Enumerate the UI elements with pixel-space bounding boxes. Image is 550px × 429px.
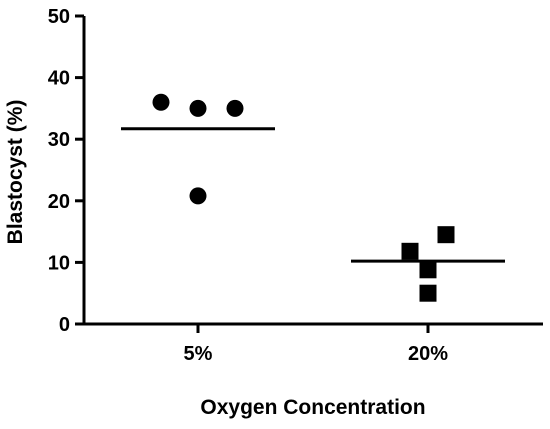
data-point-circle — [226, 99, 244, 117]
x-tick-label: 5% — [184, 343, 213, 365]
axes — [82, 16, 543, 326]
x-tick-label: 20% — [408, 343, 448, 365]
y-tick-label: 50 — [48, 6, 70, 28]
y-tick-label: 0 — [59, 314, 70, 336]
data-point-square — [401, 242, 419, 260]
data-point-circle — [189, 99, 207, 117]
data-point-square — [419, 284, 437, 302]
data-marks — [121, 93, 505, 302]
y-tick-label: 10 — [48, 252, 70, 274]
y-tick-label: 40 — [48, 68, 70, 90]
y-tick-label: 20 — [48, 191, 70, 213]
data-point-square — [437, 226, 455, 244]
y-axis-title: Blastocyst (%) — [4, 100, 27, 245]
y-ticks: 0 10 20 30 40 50 — [48, 6, 84, 336]
data-point-square — [419, 261, 437, 279]
data-point-circle — [152, 93, 170, 111]
y-tick-label: 30 — [48, 129, 70, 151]
x-axis-title: Oxygen Concentration — [200, 396, 425, 419]
x-ticks: 5% 20% — [184, 324, 448, 365]
data-point-circle — [189, 187, 207, 205]
